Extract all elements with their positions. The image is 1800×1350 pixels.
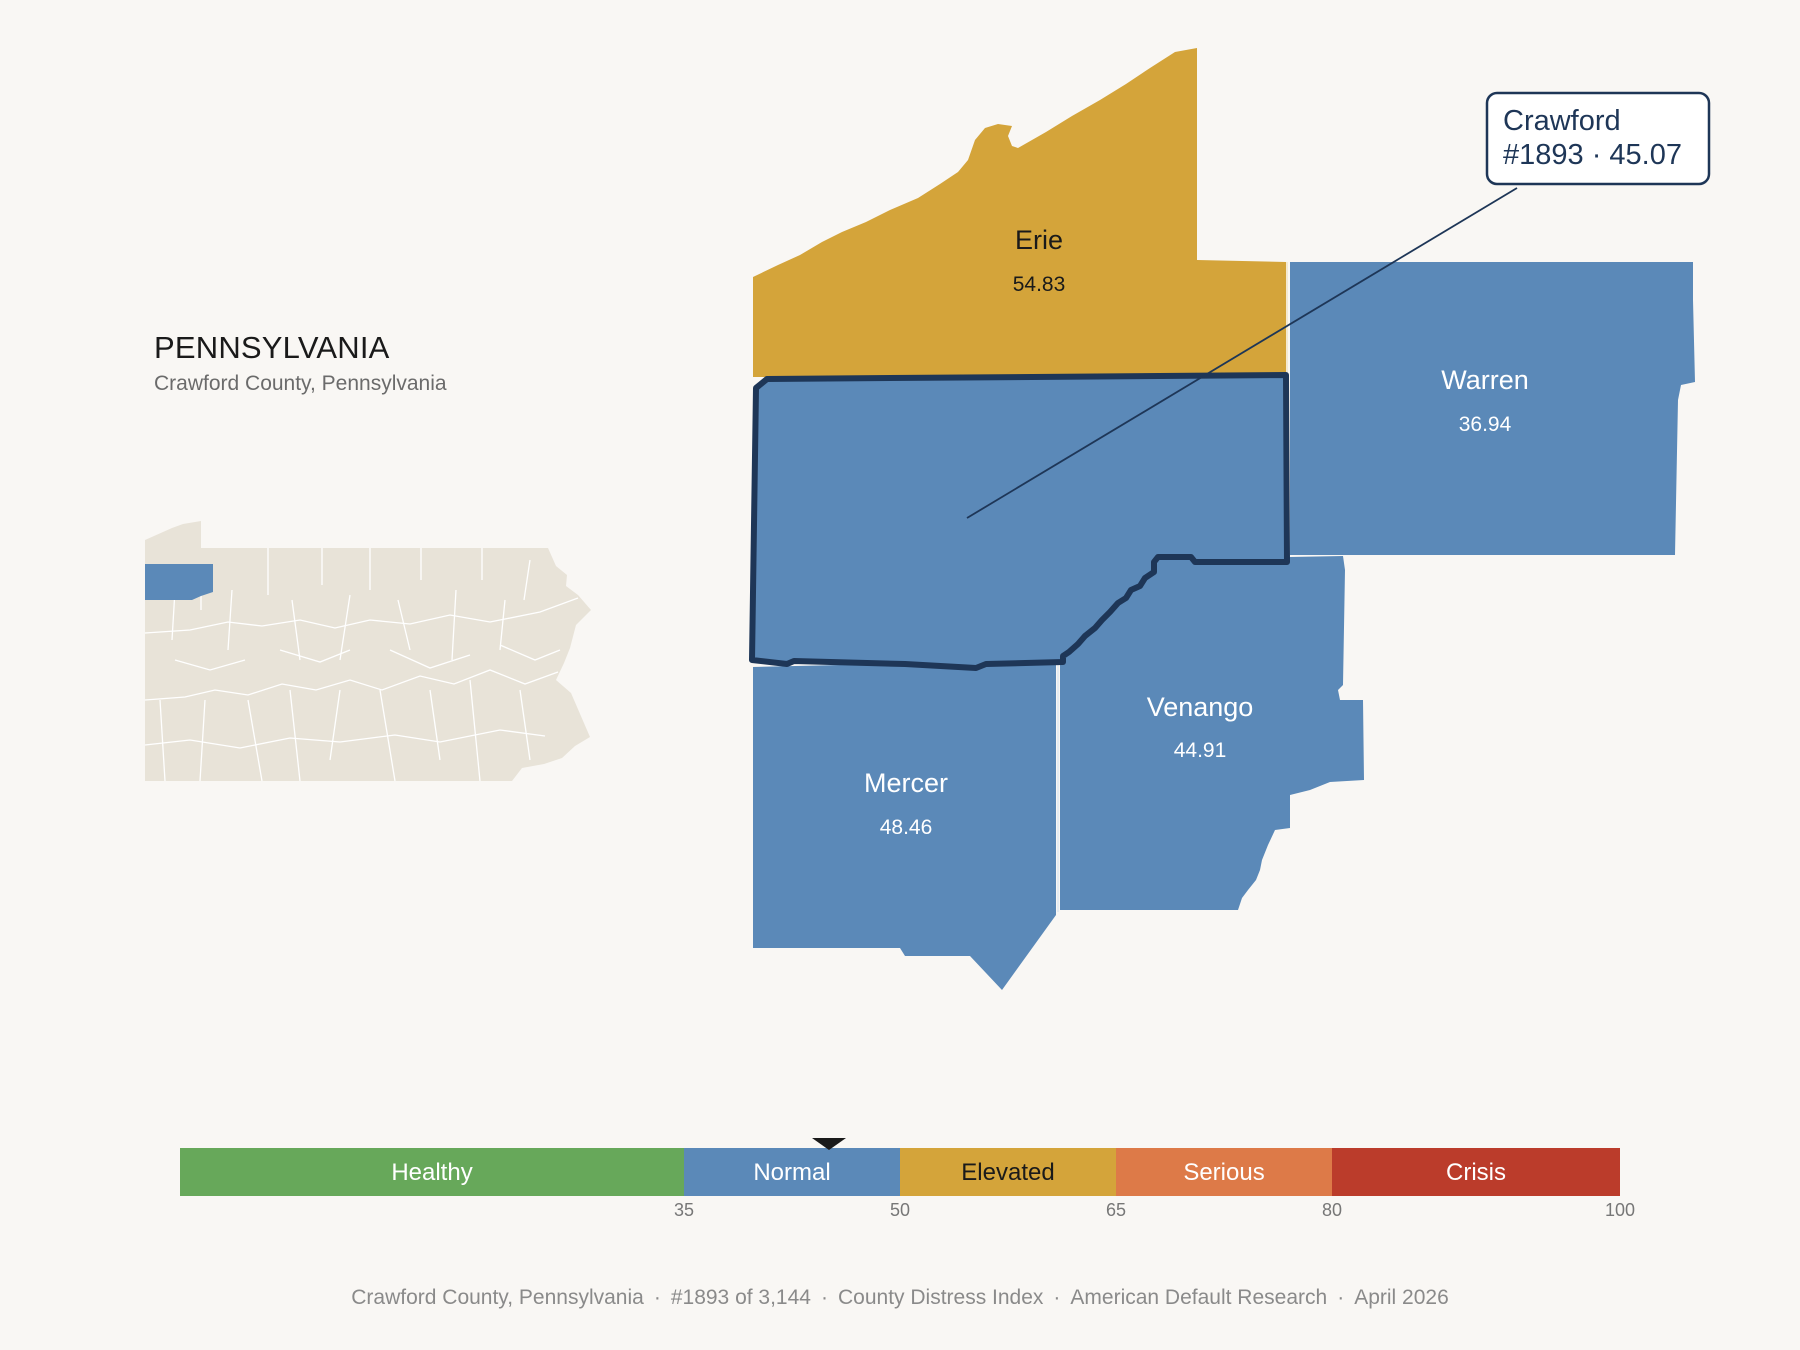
label-venango-value: 44.91 xyxy=(1174,739,1227,762)
legend-label-elevated: Elevated xyxy=(961,1159,1054,1186)
state-subtitle: Crawford County, Pennsylvania xyxy=(154,372,447,395)
legend-tick-65: 65 xyxy=(1106,1200,1126,1220)
label-warren-name: Warren xyxy=(1441,365,1529,395)
label-erie-value: 54.83 xyxy=(1013,273,1066,296)
state-title: PENNSYLVANIA xyxy=(154,330,390,365)
footer: Crawford County, Pennsylvania · #1893 of 3… xyxy=(351,1286,1449,1309)
legend-band-elevated xyxy=(900,1148,1116,1196)
label-mercer-name: Mercer xyxy=(864,768,948,798)
legend-label-normal: Normal xyxy=(753,1159,830,1186)
label-mercer-value: 48.46 xyxy=(880,816,933,839)
inset-crawford-highlight xyxy=(145,564,213,600)
legend-tick-35: 35 xyxy=(674,1200,694,1220)
county-erie[interactable] xyxy=(753,48,1286,377)
footer-county: Crawford County, Pennsylvania xyxy=(351,1286,644,1309)
footer-index: County Distress Index xyxy=(837,1286,1044,1309)
legend-band-crisis xyxy=(1332,1148,1620,1196)
legend-tick-50: 50 xyxy=(890,1200,910,1220)
county-crawford[interactable] xyxy=(749,372,1290,671)
footer-source: American Default Research xyxy=(1070,1286,1328,1309)
label-venango-name: Venango xyxy=(1147,692,1254,722)
legend-label-crisis: Crisis xyxy=(1446,1159,1506,1186)
legend-label-serious: Serious xyxy=(1183,1159,1264,1186)
state-inset-map xyxy=(144,521,591,782)
legend-band-serious xyxy=(1116,1148,1332,1196)
legend-tick-100: 100 xyxy=(1605,1200,1635,1220)
footer-rank: #1893 of 3,144 xyxy=(670,1286,811,1309)
label-warren-value: 36.94 xyxy=(1459,413,1512,436)
distress-scale-legend: Healthy Normal Elevated Serious Crisis 3… xyxy=(180,1138,1635,1220)
county-mercer[interactable] xyxy=(753,660,1056,990)
county-venango[interactable] xyxy=(1060,556,1364,910)
callout-rank-value: #1893 · 45.07 xyxy=(1503,139,1682,171)
inset-state-shape xyxy=(145,521,591,781)
callout-box xyxy=(1485,91,1711,186)
callout-leader-line xyxy=(966,187,1518,519)
callout-name: Crawford xyxy=(1503,105,1621,137)
county-warren[interactable] xyxy=(1290,262,1695,555)
legend-label-healthy: Healthy xyxy=(391,1159,472,1186)
legend-band-normal xyxy=(684,1148,900,1196)
legend-tick-80: 80 xyxy=(1322,1200,1342,1220)
label-erie-name: Erie xyxy=(1015,225,1063,255)
legend-band-healthy xyxy=(180,1148,684,1196)
legend-value-marker xyxy=(812,1138,847,1150)
footer-date: April 2026 xyxy=(1354,1286,1449,1309)
